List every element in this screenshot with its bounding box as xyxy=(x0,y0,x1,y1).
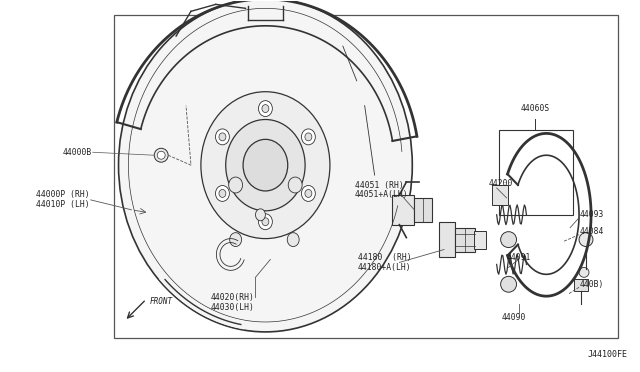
Text: 44084: 44084 xyxy=(580,227,604,236)
Bar xyxy=(499,131,573,215)
Ellipse shape xyxy=(262,105,269,113)
Ellipse shape xyxy=(226,119,305,211)
Bar xyxy=(455,228,475,251)
Ellipse shape xyxy=(305,189,312,198)
Text: 44000B: 44000B xyxy=(63,148,92,157)
Ellipse shape xyxy=(219,133,226,141)
Text: 44010P (LH): 44010P (LH) xyxy=(36,201,90,209)
Ellipse shape xyxy=(301,186,316,201)
Text: 44030(LH): 44030(LH) xyxy=(211,302,255,312)
Text: 44051 (RH): 44051 (RH) xyxy=(355,180,403,189)
Ellipse shape xyxy=(216,129,229,145)
Ellipse shape xyxy=(255,209,266,221)
Ellipse shape xyxy=(216,186,229,201)
Circle shape xyxy=(154,148,168,162)
Circle shape xyxy=(500,232,516,247)
Text: 44020(RH): 44020(RH) xyxy=(211,293,255,302)
Ellipse shape xyxy=(305,133,312,141)
Text: 44060S: 44060S xyxy=(521,104,550,113)
Bar xyxy=(439,222,455,257)
Text: 44180+A(LH): 44180+A(LH) xyxy=(358,263,412,272)
Ellipse shape xyxy=(243,140,288,191)
Text: 44051+A(LH): 44051+A(LH) xyxy=(355,190,408,199)
Text: 440B): 440B) xyxy=(580,280,604,289)
Text: 44091: 44091 xyxy=(507,253,531,262)
Bar xyxy=(113,15,618,338)
Text: 44180  (RH): 44180 (RH) xyxy=(358,253,412,262)
Ellipse shape xyxy=(301,129,316,145)
Ellipse shape xyxy=(287,232,299,247)
Bar xyxy=(392,195,414,225)
Circle shape xyxy=(500,276,516,292)
Ellipse shape xyxy=(201,92,330,238)
Ellipse shape xyxy=(288,177,302,193)
Bar xyxy=(574,279,588,291)
Ellipse shape xyxy=(262,218,269,226)
Ellipse shape xyxy=(230,232,241,247)
Bar xyxy=(492,185,508,205)
Text: J44100FE: J44100FE xyxy=(588,350,628,359)
Text: 44090: 44090 xyxy=(502,312,526,321)
Ellipse shape xyxy=(228,177,243,193)
Text: 44200: 44200 xyxy=(489,179,513,187)
Bar xyxy=(414,198,432,222)
Circle shape xyxy=(579,232,593,247)
Text: 44000P (RH): 44000P (RH) xyxy=(36,190,90,199)
FancyBboxPatch shape xyxy=(474,231,486,248)
Circle shape xyxy=(157,151,165,159)
Ellipse shape xyxy=(219,189,226,198)
Ellipse shape xyxy=(259,214,273,230)
Ellipse shape xyxy=(118,0,412,332)
Text: FRONT: FRONT xyxy=(149,296,172,306)
Ellipse shape xyxy=(259,101,273,116)
Text: 44093: 44093 xyxy=(580,210,604,219)
Circle shape xyxy=(579,267,589,277)
